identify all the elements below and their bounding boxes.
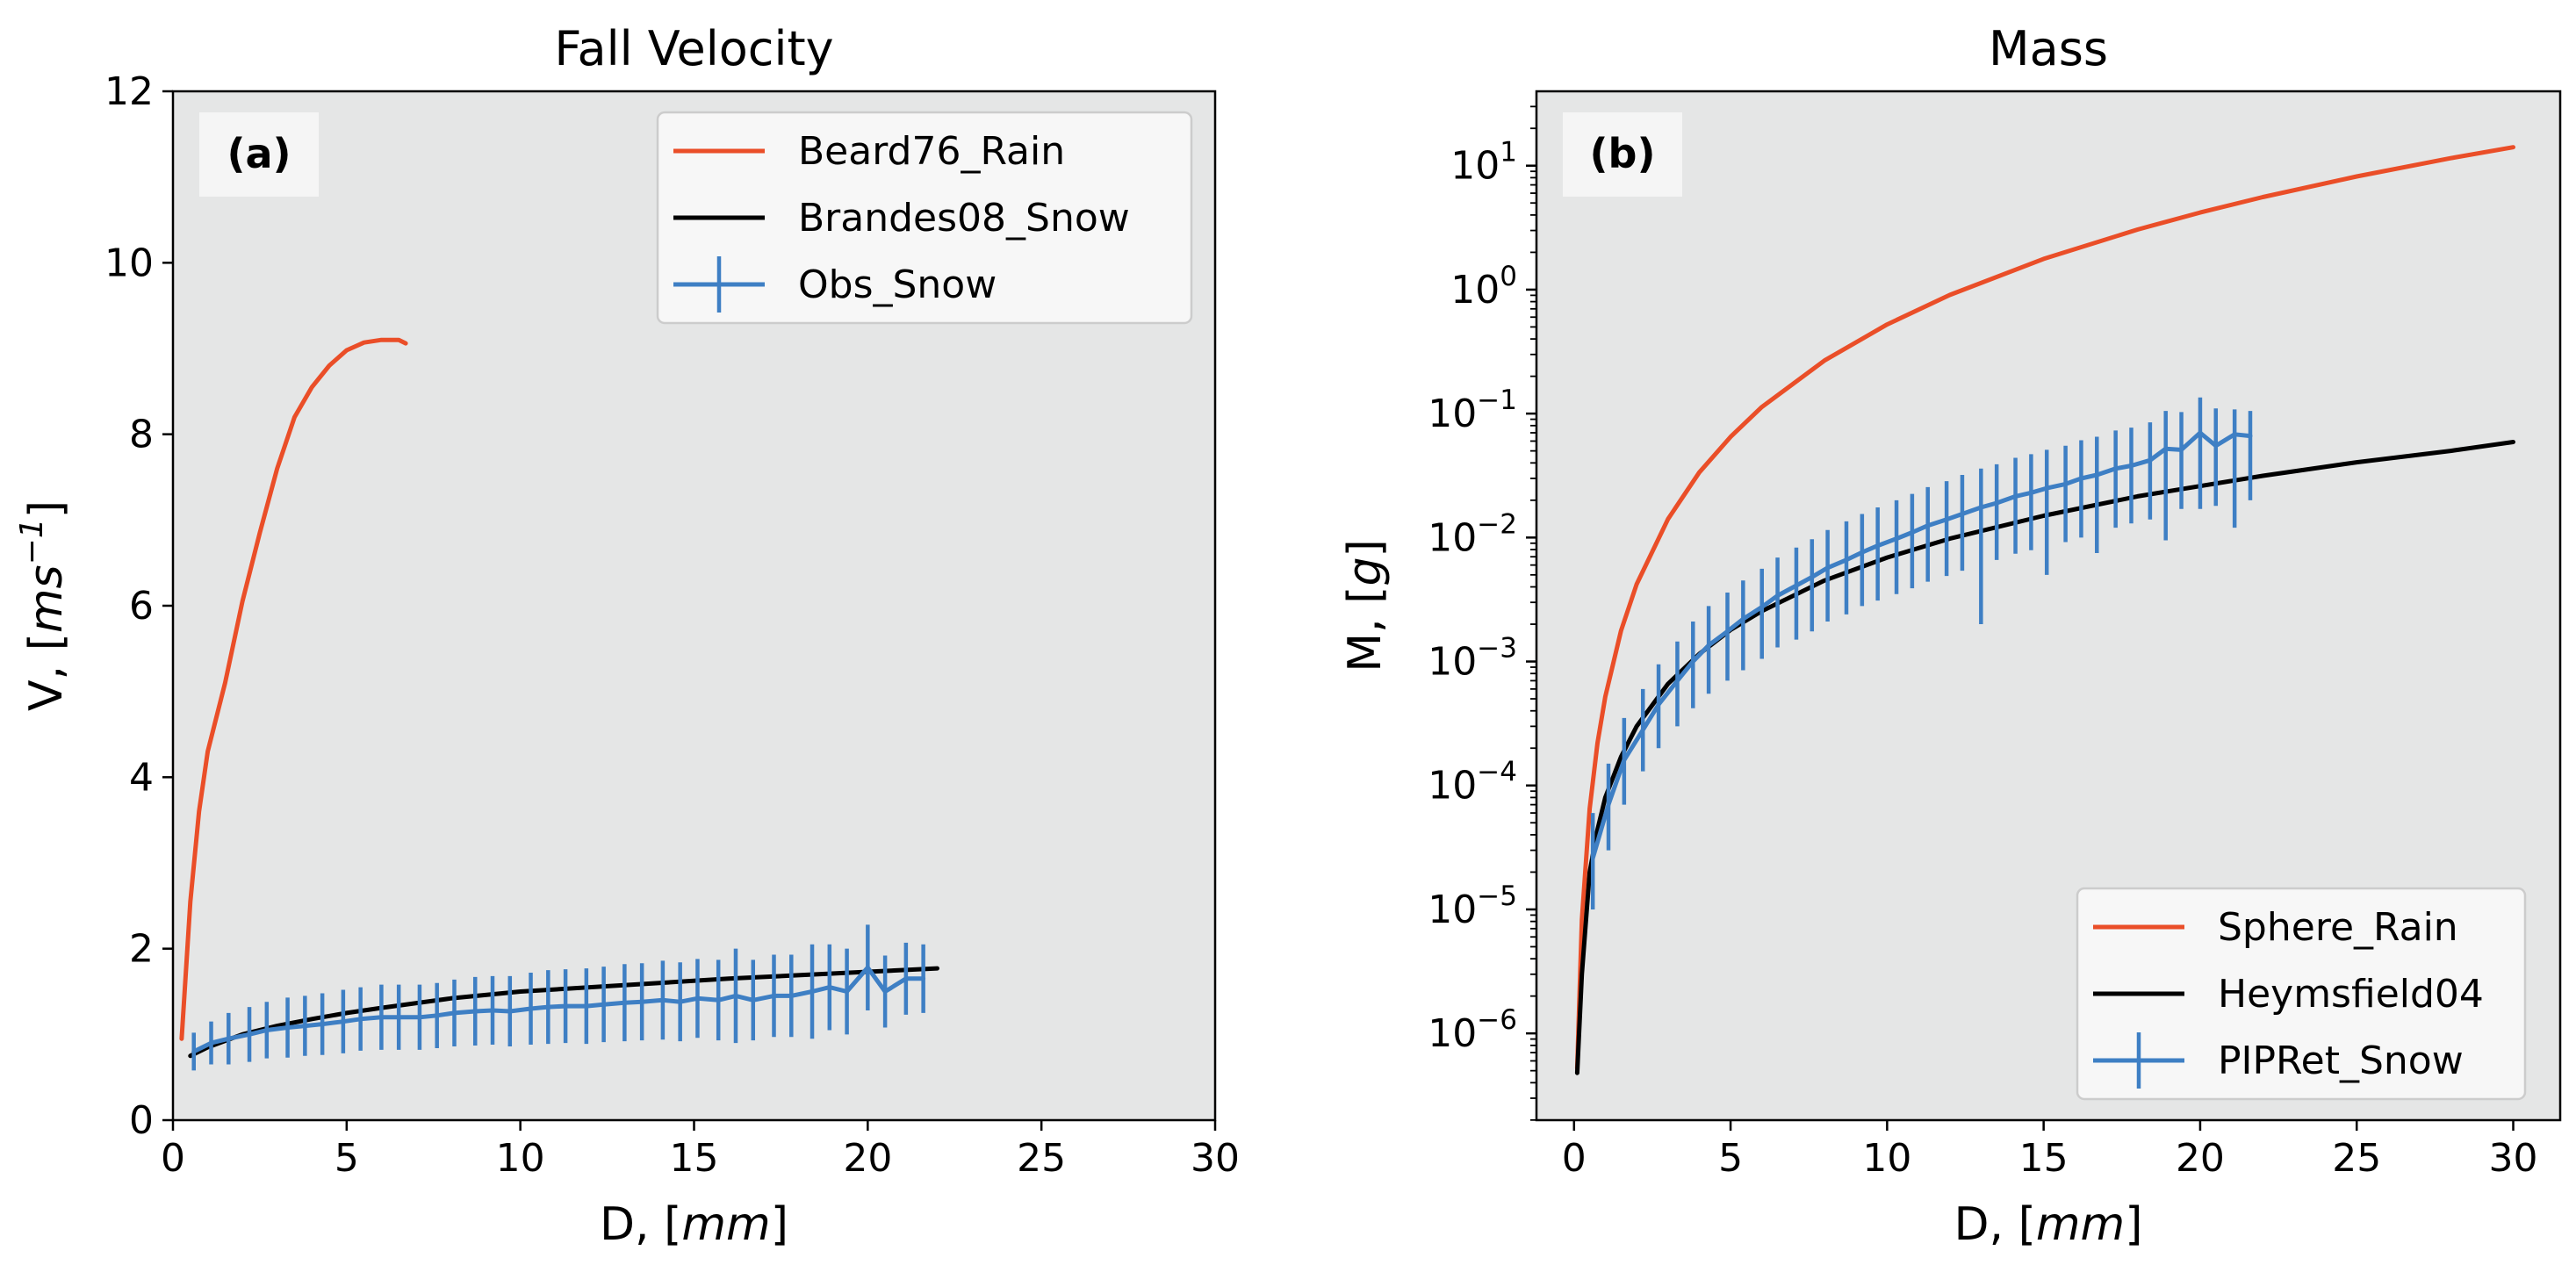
x-tick-label: 30 [1191, 1136, 1240, 1181]
y-axis-label-prefix: V, [ [20, 633, 73, 711]
y-tick-label: 8 [129, 413, 154, 457]
x-tick-label: 25 [1017, 1136, 1066, 1181]
plot-frame [171, 90, 1217, 1122]
series-group [179, 337, 939, 1071]
y-tick-label: 4 [129, 755, 154, 800]
x-tick-label: 20 [2176, 1136, 2225, 1181]
x-axis-label-suffix: ] [2125, 1198, 2142, 1251]
y-tick-base: 10 [1428, 392, 1477, 436]
x-tick-label: 10 [496, 1136, 545, 1181]
y-tick-exponent: −6 [1477, 1004, 1517, 1036]
y-tick-exponent: −5 [1477, 880, 1517, 912]
x-tick-label: 5 [335, 1136, 359, 1181]
x-axis-label-prefix: D, [ [600, 1198, 681, 1251]
x-axis-label-unit: mm [681, 1198, 770, 1251]
y-axis-label: M, [g] [1339, 539, 1392, 672]
y-tick-label: 10−1 [1428, 385, 1517, 436]
series-group [1574, 145, 2515, 1075]
y-tick-exponent: −3 [1477, 633, 1517, 665]
y-tick-label: 100 [1450, 261, 1517, 313]
x-tick-label: 15 [2019, 1136, 2069, 1181]
y-tick-label: 12 [104, 69, 154, 114]
y-tick-base: 10 [1450, 268, 1500, 313]
x-axis-label: D, [mm] [600, 1198, 788, 1251]
x-tick-label: 10 [1862, 1136, 1911, 1181]
legend-box [656, 111, 1193, 325]
y-tick-label: 10−4 [1428, 757, 1517, 809]
y-axis-label-unit: ms [20, 564, 73, 633]
y-axis-label-suffix: ] [20, 500, 73, 518]
legend: Beard76_Rain Brandes08_Snow Obs_Snow [656, 111, 1193, 325]
legend-label: Brandes08_Snow [798, 196, 1130, 241]
y-tick-label: 10−5 [1428, 880, 1517, 932]
chart-title: Fall Velocity [554, 21, 833, 76]
series-sphere-rain-line [1574, 145, 2515, 1071]
chart-panel-a: Fall Velocity 0 5 10 15 20 25 30 0 2 4 6 8 10 12 D, [mm… [14, 21, 1240, 1251]
y-tick-exponent: 1 [1500, 137, 1517, 169]
series-pipret-snow-line [1590, 430, 2253, 860]
x-tick-label: 30 [2489, 1136, 2538, 1181]
y-tick-base: 10 [1450, 144, 1500, 189]
panel-label: (a) [227, 130, 291, 177]
y-tick-base: 10 [1428, 640, 1477, 685]
panel-label-box [1563, 112, 1682, 197]
plot-frame [1535, 90, 2562, 1122]
y-tick-base: 10 [1428, 1011, 1477, 1056]
y-tick-label: 0 [129, 1098, 154, 1143]
chart-title: Mass [1989, 21, 2108, 76]
legend-box [2076, 887, 2527, 1101]
x-tick-label: 20 [843, 1136, 892, 1181]
y-tick-label: 101 [1450, 137, 1517, 189]
legend-label: Heymsfield04 [2218, 972, 2484, 1017]
x-axis-label: D, [mm] [1954, 1198, 2143, 1251]
x-tick-label: 0 [1562, 1136, 1587, 1181]
y-axis-label: V, [ms−1] [14, 500, 73, 711]
legend-label: Obs_Snow [798, 262, 997, 307]
y-tick-exponent: 0 [1500, 261, 1517, 292]
y-tick-base: 10 [1428, 764, 1477, 809]
legend-label: Beard76_Rain [798, 129, 1065, 174]
y-axis-label-unit: g [1339, 557, 1392, 586]
x-axis-label-unit: mm [2036, 1198, 2125, 1251]
series-obs-snow-line [191, 965, 926, 1054]
y-tick-exponent: −4 [1477, 757, 1517, 788]
y-tick-label: 10−2 [1428, 508, 1517, 560]
y-tick-base: 10 [1428, 888, 1477, 932]
x-tick-label: 15 [670, 1136, 719, 1181]
legend: Sphere_Rain Heymsfield04 PIPRet_Snow [2076, 887, 2527, 1101]
x-tick-label: 25 [2332, 1136, 2381, 1181]
x-axis-label-prefix: D, [ [1954, 1198, 2036, 1251]
y-axis-label-exponent: −1 [14, 518, 50, 564]
legend-label: Sphere_Rain [2218, 905, 2458, 950]
y-tick-label: 10−6 [1428, 1004, 1517, 1056]
y-tick-label: 10−3 [1428, 633, 1517, 685]
y-axis-label-prefix: M, [ [1339, 586, 1392, 672]
y-tick-exponent: −2 [1477, 508, 1517, 540]
x-tick-label: 0 [161, 1136, 185, 1181]
x-axis-label-suffix: ] [771, 1198, 788, 1251]
y-axis-label-suffix: ] [1339, 539, 1392, 557]
y-tick-label: 2 [129, 927, 154, 972]
x-tick-label: 5 [1718, 1136, 1743, 1181]
y-tick-label: 10 [104, 241, 154, 285]
y-tick-label: 6 [129, 584, 154, 629]
legend-label: PIPRet_Snow [2218, 1039, 2464, 1083]
series-beard76-rain-line [179, 337, 408, 1041]
panel-label: (b) [1590, 130, 1656, 177]
y-tick-exponent: −1 [1477, 385, 1517, 416]
panel-label-box [199, 112, 319, 197]
y-tick-base: 10 [1428, 515, 1477, 560]
